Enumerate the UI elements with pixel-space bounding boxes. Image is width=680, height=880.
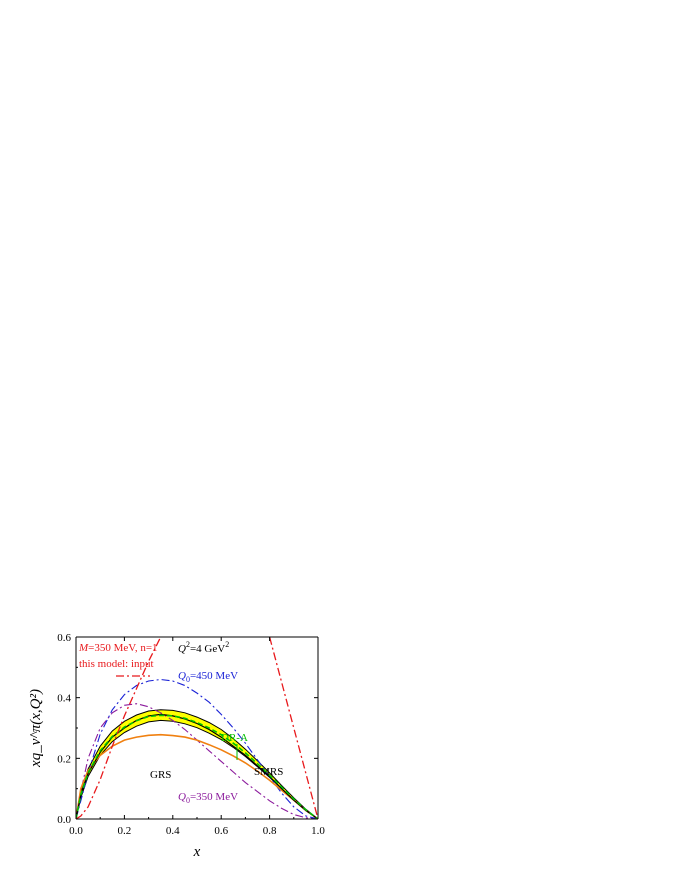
- q2-sup: 2: [186, 640, 190, 649]
- dra-label: DR-A: [221, 732, 248, 744]
- q0-350-q: Q: [178, 791, 186, 803]
- x-tick-label: 1.0: [311, 825, 325, 837]
- q2-label: Q2=4 GeV2: [178, 640, 229, 655]
- grs-label: GRS: [150, 769, 171, 781]
- y-axis-title: xq_v^π(x,Q²): [28, 689, 44, 768]
- y-tick-label: 0.0: [57, 814, 71, 826]
- y-tick-label: 0.2: [57, 753, 71, 765]
- series-line-grs: [76, 733, 318, 819]
- series-line-q0-350: [76, 703, 318, 819]
- x-tick-label: 0.6: [214, 825, 228, 837]
- ticks: 0.0 0.2 0.4 0.6 0.8 1.0 0.0 0.2 0.4 0.6: [57, 632, 325, 837]
- q2-q: Q: [178, 643, 186, 655]
- input-label-line2: this model: input: [79, 658, 154, 670]
- q0-350-label: Q0=350 MeV: [178, 791, 238, 805]
- input-label-line1: M=350 MeV, n=1: [78, 642, 158, 654]
- q0-450-rest: =450 MeV: [190, 670, 238, 682]
- q0-450-sub: 0: [186, 675, 190, 684]
- smrs-label: SMRS: [254, 766, 283, 778]
- x-tick-label: 0.2: [118, 825, 132, 837]
- q0-350-sub: 0: [186, 796, 190, 805]
- uncertainty-band: [76, 709, 318, 819]
- annotations: M=350 MeV, n=1 this model: input Q2=4 Ge…: [78, 640, 283, 805]
- x-axis-title: x: [193, 844, 201, 860]
- input-label-rest: =350 MeV, n=1: [88, 642, 157, 654]
- y-tick-label: 0.6: [57, 632, 71, 644]
- y-tick-label: 0.4: [57, 693, 71, 705]
- q2-rest: =4 GeV: [190, 643, 225, 655]
- q0-450-q: Q: [178, 670, 186, 682]
- series-line-input: [76, 637, 318, 819]
- series-line-q0-450: [76, 678, 318, 819]
- x-tick-label: 0.0: [69, 825, 83, 837]
- plot-area: [76, 637, 318, 819]
- q2-unit-sup: 2: [225, 640, 229, 649]
- input-label-m: M: [78, 642, 89, 654]
- x-tick-label: 0.8: [263, 825, 277, 837]
- q0-350-rest: =350 MeV: [190, 791, 238, 803]
- series-line-dra: [76, 714, 318, 819]
- x-tick-label: 0.4: [166, 825, 180, 837]
- q0-450-label: Q0=450 MeV: [178, 670, 238, 684]
